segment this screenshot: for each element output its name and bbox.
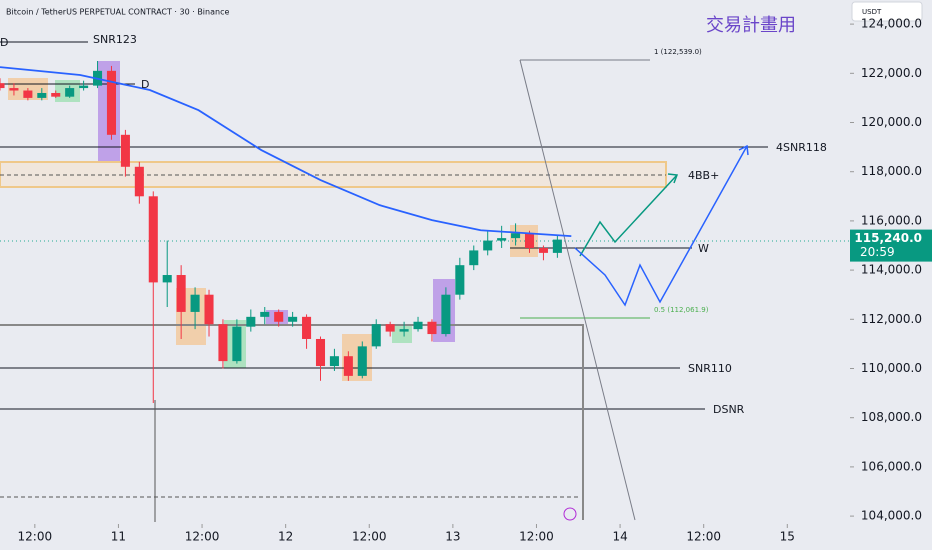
candle-body bbox=[260, 311, 270, 317]
chart-title: Bitcoin / TetherUS PERPETUAL CONTRACT · … bbox=[6, 8, 229, 17]
plot bbox=[0, 61, 572, 403]
last-price-label: 115,240.0 bbox=[854, 231, 922, 245]
candle-body bbox=[385, 324, 395, 332]
x-tick-label: 12:00 bbox=[18, 530, 53, 544]
candle-body bbox=[455, 265, 465, 295]
candle-body bbox=[357, 346, 367, 376]
y-tick-label: 110,000.0 bbox=[861, 361, 922, 375]
chart-subtitle: 交易計畫用 bbox=[706, 15, 796, 36]
candle-body bbox=[218, 324, 228, 362]
y-tick-label: 120,000.0 bbox=[861, 115, 922, 129]
y-tick-label: 118,000.0 bbox=[861, 164, 922, 178]
level-label: SNR123 bbox=[93, 33, 137, 46]
fib-label: 0.5 (112,061.9) bbox=[654, 306, 709, 314]
trend-line bbox=[519, 59, 636, 521]
candle-body bbox=[134, 166, 144, 197]
candle-body bbox=[399, 329, 409, 332]
candle-body bbox=[0, 83, 5, 89]
candle-body bbox=[176, 275, 186, 312]
x-tick-label: 15 bbox=[780, 530, 795, 544]
y-tick-label: 114,000.0 bbox=[861, 263, 922, 277]
candle-body bbox=[329, 356, 339, 367]
moving-average bbox=[0, 66, 572, 238]
x-tick-label: 12:00 bbox=[352, 530, 387, 544]
currency[interactable]: USDT bbox=[862, 8, 882, 16]
x-tick-label: 12:00 bbox=[686, 530, 721, 544]
y-tick-label: 104,000.0 bbox=[861, 509, 922, 523]
level-label: DSNR bbox=[713, 403, 745, 416]
x-tick-label: 12:00 bbox=[185, 530, 220, 544]
candle-body bbox=[302, 316, 312, 339]
candle-body bbox=[371, 324, 381, 347]
level-label: SNR110 bbox=[688, 362, 732, 375]
currency-box[interactable] bbox=[851, 1, 923, 22]
level-label: D bbox=[141, 78, 149, 91]
candle-body bbox=[23, 90, 33, 98]
candle-body bbox=[106, 70, 117, 135]
level-label: 4SNR118 bbox=[776, 141, 827, 154]
candle-body bbox=[524, 233, 535, 248]
y-tick-label: 112,000.0 bbox=[861, 312, 922, 326]
candle-body bbox=[232, 326, 242, 362]
candle-body bbox=[343, 356, 353, 376]
x-tick-label: 14 bbox=[612, 530, 627, 544]
y-tick-label: 122,000.0 bbox=[861, 66, 922, 80]
arrow-head bbox=[738, 144, 749, 156]
candle-body bbox=[497, 238, 507, 241]
candle-body bbox=[65, 88, 75, 97]
level-label: 4BB+ bbox=[688, 169, 719, 182]
fib-label: 1 (122,539.0) bbox=[654, 48, 702, 56]
candle-body bbox=[246, 316, 256, 327]
candle-body bbox=[9, 88, 19, 91]
candle-body bbox=[469, 250, 479, 266]
candle-body bbox=[552, 239, 562, 253]
candle-body bbox=[204, 294, 214, 325]
candle-body bbox=[79, 85, 89, 89]
countdown: 20:59 bbox=[860, 245, 895, 259]
projections bbox=[574, 144, 749, 307]
event-icon[interactable] bbox=[563, 507, 577, 521]
level-label: W bbox=[698, 242, 709, 255]
candle-body bbox=[441, 294, 451, 335]
candle-body bbox=[148, 196, 158, 283]
candle-body bbox=[190, 294, 200, 312]
last-price-box bbox=[850, 229, 932, 262]
y-tick-label: 108,000.0 bbox=[861, 410, 922, 424]
zone bbox=[392, 325, 412, 343]
level-label: D bbox=[0, 36, 8, 49]
projection-blue bbox=[574, 145, 748, 307]
projection-up bbox=[579, 174, 678, 257]
x-tick-label: 12:00 bbox=[519, 530, 554, 544]
candle-body bbox=[483, 240, 493, 251]
candle-body bbox=[274, 311, 284, 322]
candle-body bbox=[538, 247, 548, 253]
y-tick-label: 116,000.0 bbox=[861, 213, 922, 227]
x-tick-label: 13 bbox=[445, 530, 460, 544]
candle-body bbox=[120, 134, 130, 167]
x-tick-label: 12 bbox=[278, 530, 293, 544]
x-tick-label: 11 bbox=[111, 530, 126, 544]
candle-body bbox=[413, 321, 423, 330]
y-tick-label: 124,000.0 bbox=[861, 17, 922, 31]
candle-body bbox=[162, 275, 172, 283]
arrow-head bbox=[667, 173, 679, 184]
candle-body bbox=[37, 92, 47, 98]
candle-body bbox=[315, 338, 326, 367]
candle-body bbox=[51, 92, 61, 97]
box-line bbox=[0, 324, 584, 520]
candle-body bbox=[511, 233, 521, 239]
candle-body bbox=[288, 316, 298, 322]
y-tick-label: 106,000.0 bbox=[861, 459, 922, 473]
candle-body bbox=[427, 321, 437, 335]
